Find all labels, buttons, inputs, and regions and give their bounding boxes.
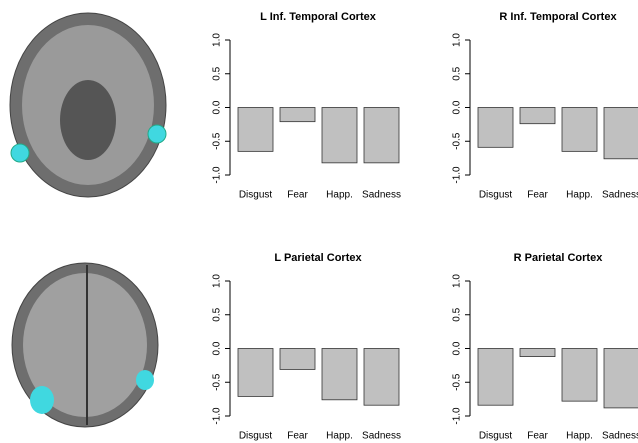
y-tick-label: -1.0 [452, 166, 463, 184]
bar [280, 108, 315, 122]
bar [604, 108, 638, 159]
y-tick-label: 0.5 [452, 66, 463, 80]
y-tick-label: 0.5 [212, 307, 223, 321]
bar [322, 108, 357, 163]
activation-blob [30, 386, 54, 414]
x-tick-label: Disgust [479, 190, 513, 201]
chart-title: R Inf. Temporal Cortex [499, 11, 617, 23]
x-tick-label: Happ. [326, 431, 353, 442]
y-tick-label: 1.0 [212, 33, 223, 47]
bar [520, 349, 555, 357]
x-tick-label: Happ. [326, 190, 353, 201]
x-tick-label: Disgust [239, 431, 273, 442]
y-tick-label: -1.0 [212, 166, 223, 184]
y-tick-label: 0.5 [212, 66, 223, 80]
x-tick-label: Happ. [566, 431, 593, 442]
y-tick-label: 1.0 [452, 33, 463, 47]
bar [364, 349, 399, 406]
y-tick-label: -1.0 [212, 407, 223, 425]
x-tick-label: Fear [527, 190, 548, 201]
brain-axial-bottom [12, 263, 158, 427]
y-tick-label: -0.5 [452, 373, 463, 391]
chart-title: L Parietal Cortex [274, 252, 362, 264]
x-tick-label: Fear [287, 431, 308, 442]
bar [322, 349, 357, 400]
y-tick-label: 0.0 [212, 341, 223, 355]
bar [562, 349, 597, 402]
figure: L Inf. Temporal Cortex 1.0 0.5 0.0 -0.5 -1.0 D… [0, 0, 638, 443]
bar [520, 108, 555, 124]
bar [238, 349, 273, 397]
x-tick-label: Sadness [602, 190, 638, 201]
y-tick-label: -0.5 [212, 373, 223, 391]
y-tick-label: 1.0 [212, 274, 223, 288]
brain-axial-top [0, 10, 175, 197]
x-tick-label: Disgust [479, 431, 513, 442]
y-tick-label: -0.5 [212, 132, 223, 150]
x-tick-label: Sadness [362, 190, 401, 201]
x-tick-label: Sadness [602, 431, 638, 442]
page: {"chart_data": [ {"type": "bar", "title"… [0, 0, 638, 443]
x-tick-label: Sadness [362, 431, 401, 442]
bar [478, 108, 513, 148]
y-tick-label: 0.0 [452, 100, 463, 114]
y-tick-label: -0.5 [452, 132, 463, 150]
x-tick-label: Happ. [566, 190, 593, 201]
y-tick-label: 0.0 [212, 100, 223, 114]
x-tick-label: Fear [287, 190, 308, 201]
chart-title: L Inf. Temporal Cortex [260, 11, 377, 23]
y-tick-label: 0.5 [452, 307, 463, 321]
bar [238, 108, 273, 152]
y-tick-label: 0.0 [452, 341, 463, 355]
bar [604, 349, 638, 408]
activation-blob [148, 125, 166, 143]
y-tick-label: -1.0 [452, 407, 463, 425]
activation-blob [136, 370, 154, 390]
bar [280, 349, 315, 370]
activation-blob [11, 144, 29, 162]
chart-title: R Parietal Cortex [514, 252, 604, 264]
brain-cerebellum [60, 80, 116, 160]
x-tick-label: Disgust [239, 190, 273, 201]
y-tick-label: 1.0 [452, 274, 463, 288]
bar [364, 108, 399, 163]
bar [478, 349, 513, 406]
x-tick-label: Fear [527, 431, 548, 442]
bar [562, 108, 597, 152]
